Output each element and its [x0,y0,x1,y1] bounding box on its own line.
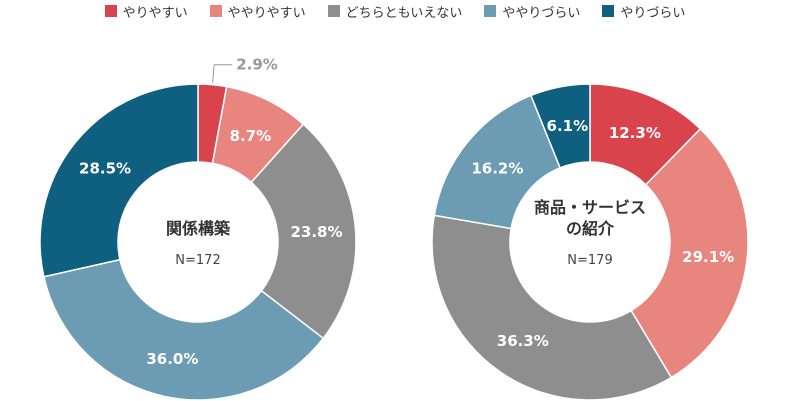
legend-label: ややりづらい [502,5,581,21]
legend-label: ややりやすい [227,5,306,21]
donut-slice [431,214,673,401]
center-title: の紹介 [566,219,615,238]
legend-item: ややりづらい [484,2,580,21]
donut-slice [42,258,325,401]
data-label: 12.3% [609,124,661,142]
donut-slice [630,127,749,379]
legend-item: やりづらい [602,2,685,21]
center-n: N=179 [567,253,612,268]
legend-item: どちらともいえない [327,2,463,21]
center-n: N=172 [175,253,220,268]
data-label: 8.7% [230,127,272,145]
donut-slice [250,123,357,340]
data-label: 29.1% [682,248,734,266]
legend-swatch [327,5,340,17]
legend-item: やりやすい [104,2,188,21]
data-label: 6.1% [547,117,589,135]
donut-slice [529,83,591,169]
data-label: 2.9% [236,56,278,74]
donut-slice [39,83,199,278]
legend: やりやすい ややりやすい どちらともいえない ややりづらい やりづらい [0,1,790,21]
leader-line [212,64,233,83]
legend-item: ややりやすい [209,2,306,21]
data-label: 28.5% [79,160,131,178]
center-title: 関係構築 [166,219,231,238]
donut-slice [433,94,562,230]
legend-swatch [209,5,222,17]
data-label: 16.2% [471,159,523,177]
center-title: 商品・サービス [534,198,646,217]
legend-swatch [602,5,615,17]
legend-label: どちらともいえない [345,5,463,21]
legend-swatch [104,5,117,17]
legend-swatch [484,5,497,17]
legend-label: やりづらい [620,5,686,21]
data-label: 23.8% [290,223,342,241]
data-label: 36.3% [497,332,549,350]
data-label: 36.0% [146,350,198,368]
legend-label: やりやすい [122,5,188,21]
